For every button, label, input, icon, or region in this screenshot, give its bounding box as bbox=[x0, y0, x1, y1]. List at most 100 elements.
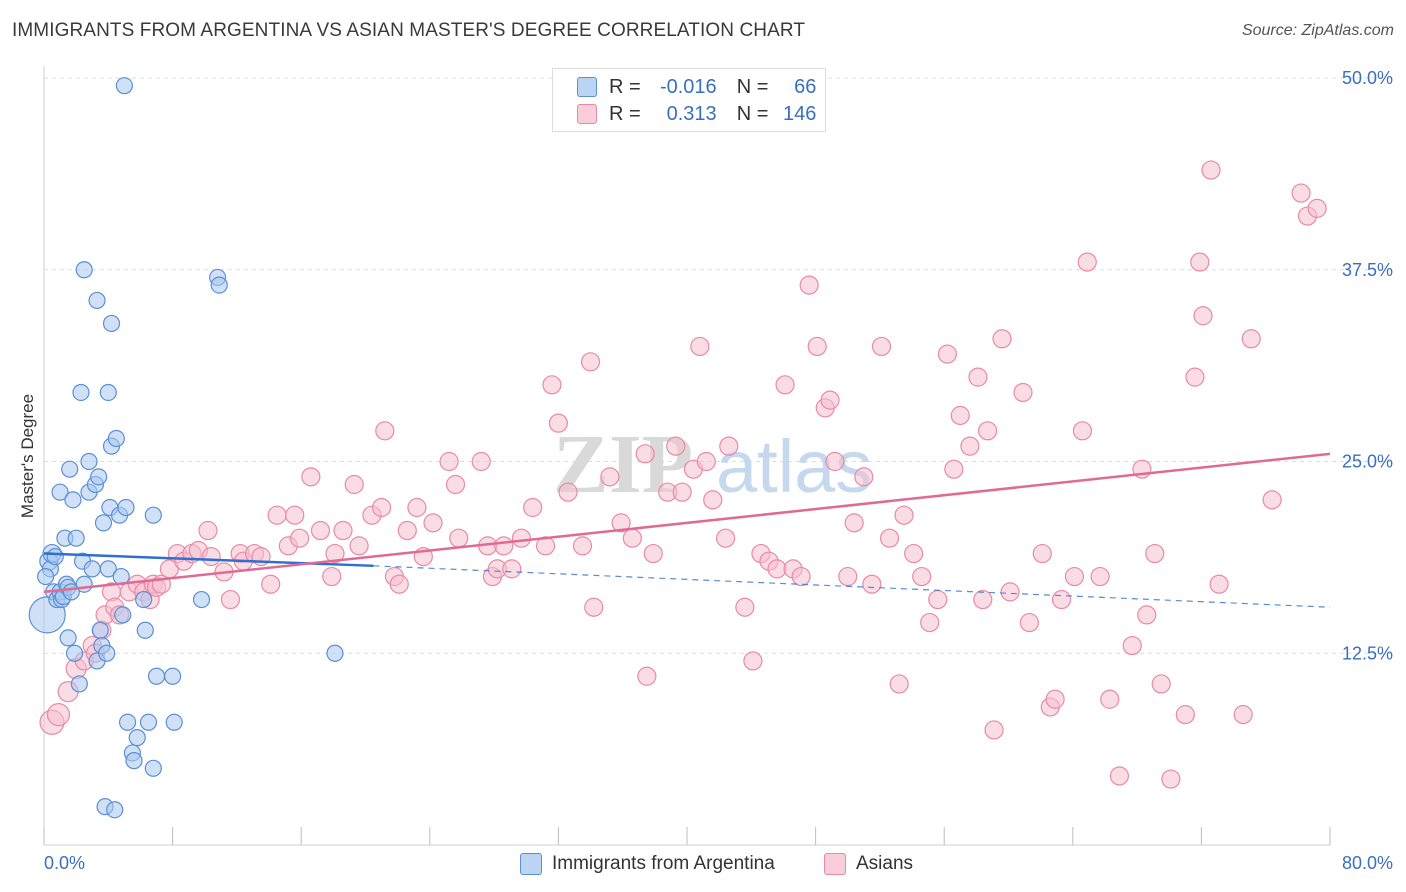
asians-point bbox=[548, 413, 569, 433]
argentina-point bbox=[164, 667, 182, 685]
asians-point bbox=[1072, 421, 1093, 441]
n-label: N = bbox=[736, 75, 769, 98]
asians-point bbox=[1185, 367, 1205, 387]
argentina-point bbox=[75, 575, 93, 593]
asians-point bbox=[696, 451, 716, 472]
argentina-point bbox=[135, 590, 153, 609]
asians-point bbox=[735, 597, 755, 617]
asians-point bbox=[1045, 689, 1065, 709]
asians-point bbox=[494, 536, 514, 556]
asians-point bbox=[1161, 769, 1181, 789]
argentina-point bbox=[165, 713, 183, 731]
asians-point bbox=[791, 566, 811, 587]
asians-point bbox=[600, 467, 620, 487]
asians-point bbox=[325, 543, 345, 564]
asians-point bbox=[558, 482, 578, 502]
asians-point bbox=[672, 482, 692, 502]
asians-swatch bbox=[577, 104, 597, 124]
asians-point bbox=[637, 666, 657, 686]
argentina-point bbox=[192, 590, 211, 609]
legend-label-argentina: Immigrants from Argentina bbox=[552, 853, 775, 874]
asians-point bbox=[715, 528, 736, 548]
argentina-point bbox=[65, 644, 84, 662]
asians-point bbox=[1122, 635, 1142, 656]
asians-point bbox=[950, 405, 970, 426]
argentina-point bbox=[99, 383, 117, 402]
y-tick-label: 50.0% bbox=[1342, 68, 1393, 88]
argentina-point bbox=[125, 752, 143, 770]
asians-point bbox=[261, 574, 281, 594]
asians-point bbox=[937, 344, 958, 364]
asians-point bbox=[471, 451, 491, 472]
chart-title: IMMIGRANTS FROM ARGENTINA VS ASIAN MASTE… bbox=[12, 20, 806, 41]
asians-point bbox=[1019, 612, 1039, 633]
argentina-point bbox=[59, 629, 77, 647]
y-tick-label: 12.5% bbox=[1342, 643, 1393, 663]
argentina-point bbox=[51, 483, 69, 501]
asians-point bbox=[889, 674, 909, 694]
asians-point bbox=[978, 421, 998, 441]
asians-point bbox=[1145, 543, 1165, 564]
asians-point bbox=[984, 720, 1004, 740]
asians-point bbox=[1241, 329, 1261, 349]
argentina-point bbox=[115, 77, 133, 95]
asians-point bbox=[992, 329, 1012, 349]
asians-point bbox=[820, 390, 840, 410]
asians-point bbox=[1137, 605, 1157, 625]
argentina-point bbox=[144, 506, 162, 524]
watermark-atlas: atlas bbox=[716, 425, 872, 508]
asians-point bbox=[862, 574, 882, 594]
asians-point bbox=[1151, 674, 1171, 694]
legend-item-asians: Asians bbox=[824, 852, 913, 876]
asians-point bbox=[743, 651, 763, 671]
legend-swatch-asians bbox=[824, 853, 846, 875]
asians-point bbox=[511, 528, 532, 548]
asians-point bbox=[1233, 705, 1253, 725]
y-tick-label: 25.0% bbox=[1342, 452, 1393, 472]
argentina-point bbox=[210, 276, 228, 294]
argentina-point bbox=[326, 644, 344, 662]
legend-item-argentina: Immigrants from Argentina bbox=[520, 852, 775, 876]
argentina-point bbox=[91, 621, 109, 639]
asians-point bbox=[220, 589, 241, 610]
asians-point bbox=[904, 543, 924, 564]
asians-points bbox=[39, 160, 1327, 789]
trend-lines bbox=[43, 452, 1331, 608]
asians-point bbox=[572, 536, 593, 556]
asians-point bbox=[502, 559, 522, 579]
asians-point bbox=[198, 520, 218, 541]
argentina-point bbox=[136, 621, 154, 639]
r-value-asians: 0.313 bbox=[666, 102, 717, 125]
stats-row-asians: R = 0.313 N = 146 bbox=[577, 102, 816, 126]
argentina-point bbox=[72, 383, 90, 402]
asians-point bbox=[46, 703, 71, 727]
asians-point bbox=[844, 513, 864, 533]
argentina-trend-line bbox=[43, 552, 374, 568]
asians-point bbox=[344, 474, 364, 495]
argentina-point bbox=[37, 567, 55, 586]
asians-point bbox=[1209, 574, 1229, 594]
asians-point bbox=[799, 275, 819, 295]
argentina-point bbox=[80, 452, 98, 471]
argentina-points bbox=[28, 77, 344, 819]
argentina-point bbox=[114, 606, 132, 624]
argentina-point bbox=[98, 644, 116, 662]
legend-swatch-argentina bbox=[520, 853, 542, 875]
asians-point bbox=[1109, 766, 1130, 786]
asians-point bbox=[322, 566, 342, 587]
asians-point bbox=[439, 451, 459, 472]
argentina-point bbox=[75, 261, 93, 279]
asians-point bbox=[267, 505, 287, 525]
y-tick-label: 37.5% bbox=[1342, 260, 1393, 280]
argentina-point bbox=[67, 529, 85, 547]
argentina-point bbox=[139, 713, 158, 731]
legend-label-asians: Asians bbox=[856, 853, 914, 874]
asians-point bbox=[1190, 252, 1210, 272]
argentina-point bbox=[106, 801, 124, 819]
asians-point bbox=[285, 505, 305, 525]
n-value-argentina: 66 bbox=[794, 75, 817, 98]
asians-point bbox=[201, 547, 221, 567]
argentina-point bbox=[118, 713, 137, 731]
asians-point bbox=[825, 451, 845, 472]
stats-legend: R = -0.016 N = 66 R = 0.313 N = 146 bbox=[552, 68, 826, 132]
